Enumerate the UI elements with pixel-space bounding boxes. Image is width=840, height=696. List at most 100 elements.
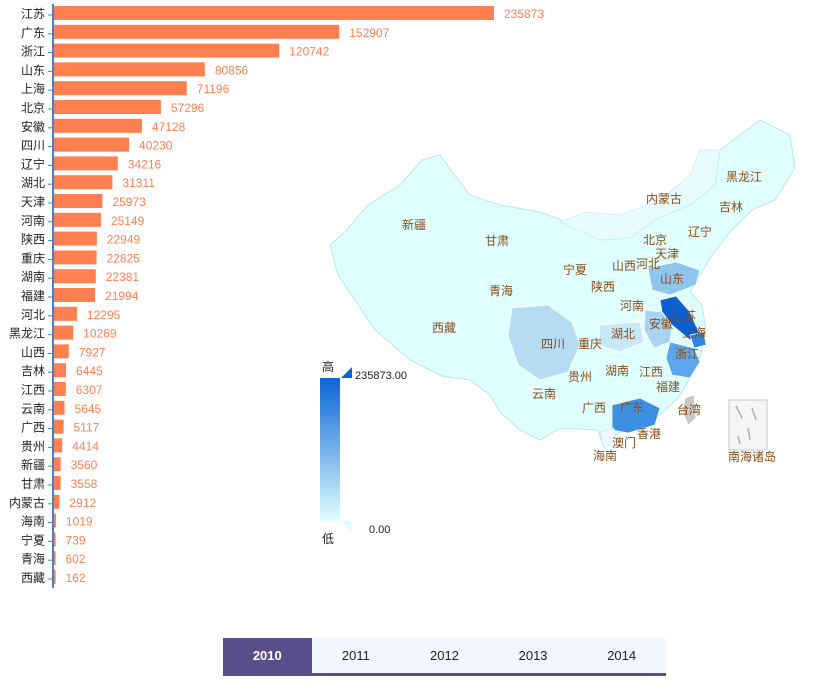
bar[interactable] [54,570,56,584]
y-tick-label: 山西 [21,345,45,359]
bar[interactable] [54,24,340,39]
bar[interactable] [54,62,205,77]
bar[interactable] [54,494,60,509]
map-province-label: 南海诸岛 [728,449,776,464]
bar[interactable] [54,476,61,490]
bar[interactable] [54,288,96,302]
map-province-label: 安徽 [649,316,673,331]
south-china-sea-inset [728,399,768,451]
bar[interactable] [54,269,96,284]
y-tick-label: 辽宁 [21,156,45,171]
y-tick-label: 海南 [21,514,45,529]
timeline-year-2010[interactable]: 2010 [223,638,312,673]
bar[interactable] [54,156,118,171]
visual-map-low-text: 低 [322,532,334,546]
bar[interactable] [54,231,97,246]
map-province-label: 北京 [643,233,667,247]
bar[interactable] [54,250,97,265]
timeline-year-2011[interactable]: 2011 [341,648,370,663]
map-province-label: 重庆 [578,337,602,351]
visual-map-legend[interactable]: 高 235873.00 0.00 低 [320,359,407,546]
timeline-year-2013[interactable]: 2013 [518,648,548,663]
china-map[interactable] [329,119,796,451]
bar-value-label: 235873 [504,7,544,21]
map-province-label: 黑龙江 [726,170,762,184]
y-tick-label: 广西 [21,421,45,435]
bar[interactable] [54,212,101,227]
bar[interactable] [54,43,280,58]
map-province-label: 辽宁 [688,224,712,239]
bar-value-label: 25149 [111,214,145,228]
bar[interactable] [54,457,61,472]
map-province-label: 宁夏 [563,262,587,277]
map-province-label: 浙江 [675,347,699,361]
map-region-shandong[interactable] [647,261,701,296]
bar-value-label: 40230 [139,139,173,153]
timeline: 2010 2011 2012 2013 2014 [223,638,666,676]
map-province-label: 澳门 [612,435,636,450]
bar[interactable] [54,551,56,566]
visual-map-bar[interactable] [320,378,340,521]
bar[interactable] [54,513,56,528]
bar-value-label: 6445 [76,364,103,378]
bar-value-label: 162 [66,571,86,585]
bar[interactable] [54,382,66,396]
map-province-label: 海南 [593,448,617,463]
map-region-hainan[interactable] [599,427,617,449]
map-province-label: 湖南 [605,363,629,378]
bar[interactable] [54,419,64,434]
bar-value-label: 12295 [87,308,121,322]
bar-value-label: 3558 [71,477,98,491]
map-region-inner-mongolia[interactable] [558,149,721,241]
bar-chart: 江苏 235873 广东 152907 浙江 120742 山东 80856 上海 71196 北京… [9,4,544,588]
visual-map-top-handle[interactable] [341,367,352,378]
map-province-label: 云南 [532,386,556,401]
map-province-label: 山东 [660,272,684,286]
bar[interactable] [54,532,56,547]
visual-map-bottom-handle[interactable] [341,521,352,532]
y-tick-label: 吉林 [21,364,45,378]
y-tick-label: 安徽 [21,119,45,134]
bar-value-label: 22381 [106,270,140,284]
bar[interactable] [54,344,69,359]
bar[interactable] [54,438,63,453]
timeline-year-2014[interactable]: 2014 [607,648,637,663]
bar[interactable] [54,400,65,415]
bar[interactable] [54,100,161,114]
map-province-label: 福建 [656,379,680,394]
bar[interactable] [54,175,113,190]
bar-value-label: 71196 [197,82,230,96]
map-province-label: 吉林 [719,200,743,214]
map-province-label: 陕西 [591,279,615,294]
map-region-zhejiang[interactable] [665,341,701,379]
bar[interactable] [54,363,67,378]
bar-value-label: 5117 [74,421,100,435]
map-region-taiwan[interactable] [682,394,697,426]
map-region-shanghai[interactable] [689,331,707,349]
y-tick-label: 青海 [21,551,45,566]
bar[interactable] [54,6,494,20]
y-tick-label: 宁夏 [21,532,45,547]
bar[interactable] [54,137,130,152]
map-province-label: 江苏 [672,309,696,323]
map-region-hubei[interactable] [597,321,645,353]
y-tick-label: 河南 [21,213,45,228]
map-region-sichuan[interactable] [507,304,581,381]
bar[interactable] [54,325,74,340]
bar[interactable] [54,118,142,133]
chart-svg: 江苏 235873 广东 152907 浙江 120742 山东 80856 上海 71196 北京… [9,4,796,588]
y-tick-label: 云南 [21,401,45,416]
map-province-label: 广东 [620,401,644,415]
bar[interactable] [54,306,77,321]
bar-value-label: 34216 [128,157,162,171]
bar[interactable] [54,194,103,208]
y-tick-label: 上海 [21,81,45,96]
timeline-year-2012[interactable]: 2012 [430,648,459,663]
map-base-shape [329,119,796,446]
y-tick-label: 新疆 [21,457,45,472]
map-region-anhui[interactable] [643,309,673,349]
south-china-sea-islands [735,405,757,445]
bar[interactable] [54,81,187,96]
